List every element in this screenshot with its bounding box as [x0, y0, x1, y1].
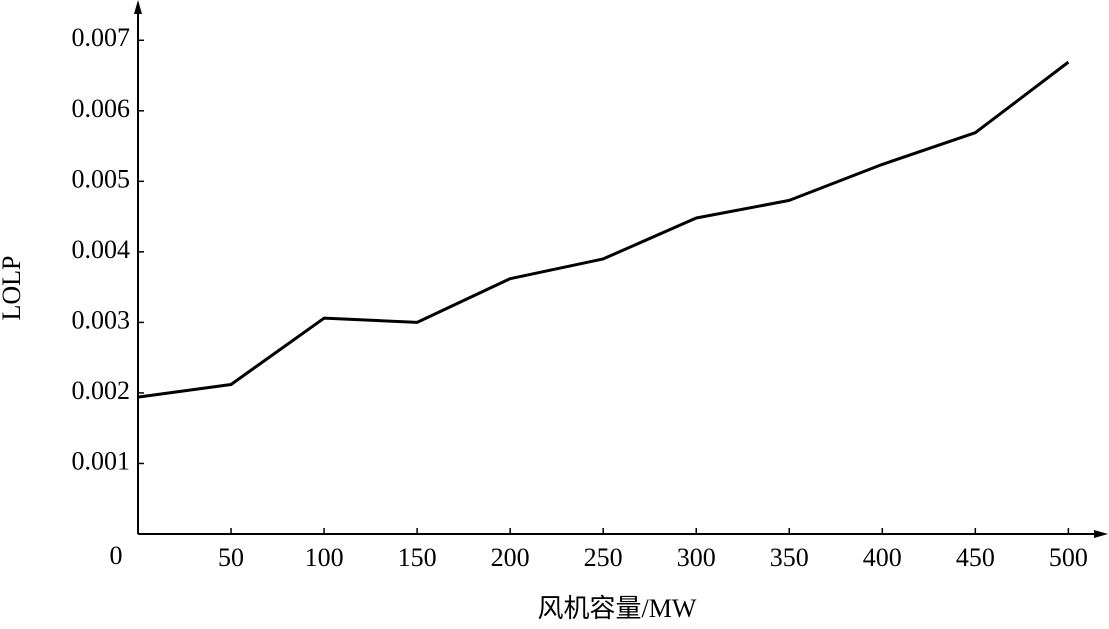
x-axis-label: 风机容量/MW — [538, 594, 697, 623]
x-tick-label: 150 — [398, 543, 437, 572]
y-tick-label: 0.001 — [72, 446, 131, 475]
x-tick-label: 200 — [491, 543, 530, 572]
x-tick-label: 300 — [677, 543, 716, 572]
x-tick-label: 100 — [305, 543, 344, 572]
line — [137, 60, 1070, 399]
x-tick-label: 50 — [218, 543, 244, 572]
x-tick-label: 400 — [863, 543, 902, 572]
y-tick-label: 0.007 — [72, 23, 131, 52]
x-tick-label: 0 — [110, 541, 123, 570]
y-tick-label: 0.005 — [72, 164, 131, 193]
y-tick-label: 0.002 — [72, 376, 131, 405]
x-tick-label: 250 — [584, 543, 623, 572]
x-tick-label: 450 — [956, 543, 995, 572]
y-axis-label: LOLP — [0, 256, 26, 321]
y-tick-label: 0.004 — [72, 235, 131, 264]
y-tick-label: 0.003 — [72, 305, 131, 334]
y-tick-label: 0.006 — [72, 94, 131, 123]
x-tick-label: 500 — [1049, 543, 1088, 572]
y-axis-arrow — [134, 0, 142, 14]
x-axis-arrow — [1094, 530, 1108, 538]
x-tick-label: 350 — [770, 543, 809, 572]
